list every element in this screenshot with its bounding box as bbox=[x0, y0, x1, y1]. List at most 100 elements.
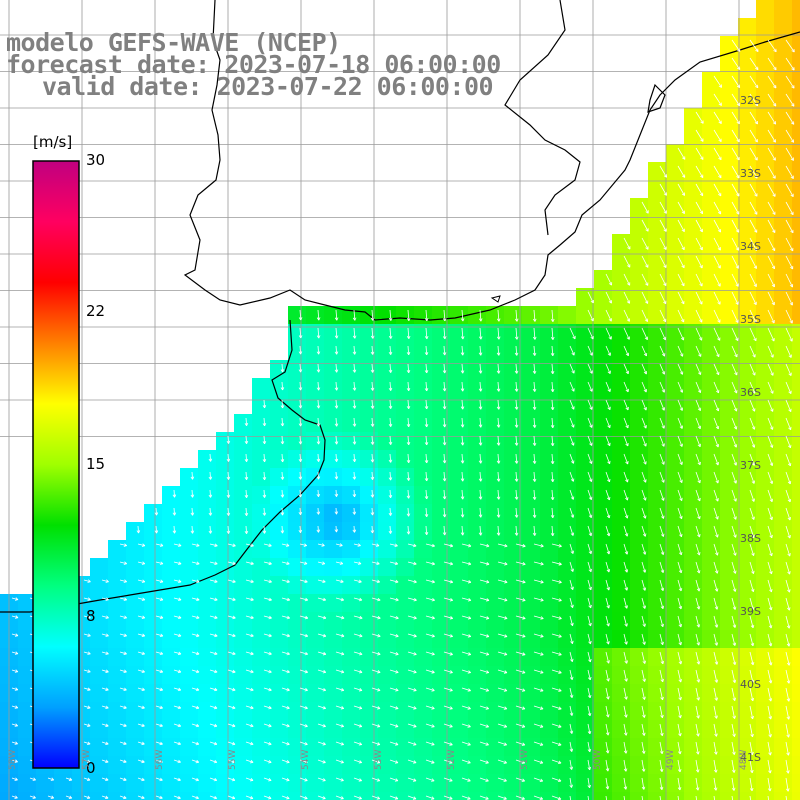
wind-arrow bbox=[371, 687, 381, 692]
wind-speed-cell bbox=[504, 792, 523, 800]
wind-speed-cell bbox=[594, 378, 613, 397]
wind-speed-cell bbox=[720, 630, 739, 649]
wind-speed-cell bbox=[792, 396, 800, 415]
wind-arrow bbox=[209, 615, 218, 620]
wind-arrow bbox=[335, 687, 345, 692]
wind-arrow bbox=[479, 543, 490, 548]
wind-arrow bbox=[406, 345, 411, 356]
wind-speed-cell bbox=[450, 684, 469, 703]
wind-arrow bbox=[677, 723, 682, 737]
wind-arrow bbox=[550, 363, 555, 375]
wind-arrow bbox=[281, 723, 290, 728]
wind-arrow bbox=[749, 615, 755, 629]
wind-arrow bbox=[713, 309, 721, 323]
wind-arrow bbox=[677, 381, 684, 393]
wind-speed-cell bbox=[486, 486, 505, 505]
wind-speed-cell bbox=[756, 792, 775, 800]
wind-speed-cell bbox=[666, 288, 685, 307]
lon-label-56W: 56W bbox=[155, 749, 165, 770]
wind-speed-cell bbox=[216, 540, 235, 559]
wind-speed-cell bbox=[576, 612, 595, 631]
wind-speed-cell bbox=[702, 432, 721, 451]
wind-speed-cell bbox=[684, 432, 703, 451]
wind-speed-cell bbox=[414, 612, 433, 631]
wind-arrow bbox=[227, 741, 236, 746]
wind-arrow bbox=[767, 183, 776, 197]
wind-speed-cell bbox=[594, 324, 613, 343]
wind-speed-cell bbox=[702, 756, 721, 775]
wind-speed-cell bbox=[270, 486, 289, 505]
wind-speed-cell bbox=[342, 432, 361, 451]
wind-speed-cell bbox=[234, 612, 253, 631]
wind-arrow bbox=[461, 723, 471, 728]
wind-speed-cell bbox=[450, 702, 469, 721]
wind-speed-cell bbox=[396, 306, 415, 325]
wind-arrow bbox=[443, 687, 453, 692]
wind-speed-cell bbox=[720, 180, 739, 199]
wind-arrow bbox=[695, 759, 700, 773]
wind-speed-cell bbox=[216, 486, 235, 505]
wind-speed-cell bbox=[198, 612, 217, 631]
wind-speed-cell bbox=[684, 126, 703, 145]
wind-arrow bbox=[641, 471, 647, 483]
wind-speed-cell bbox=[720, 666, 739, 685]
wind-arrow bbox=[119, 597, 127, 601]
wind-arrow bbox=[334, 417, 339, 427]
wind-speed-cell bbox=[738, 252, 757, 271]
wind-arrow bbox=[406, 453, 411, 464]
wind-speed-cell bbox=[486, 396, 505, 415]
colorbar-tick-0: 0 bbox=[86, 759, 96, 777]
wind-arrow bbox=[695, 381, 702, 393]
wind-speed-cell bbox=[702, 108, 721, 127]
wind-speed-cell bbox=[576, 630, 595, 649]
wind-arrow bbox=[209, 795, 218, 800]
wind-speed-cell bbox=[684, 450, 703, 469]
wind-arrow bbox=[280, 525, 285, 534]
wind-speed-cell bbox=[486, 504, 505, 523]
wind-arrow bbox=[551, 543, 562, 548]
wind-speed-cell bbox=[774, 270, 793, 289]
wind-arrow bbox=[731, 759, 736, 773]
wind-speed-cell bbox=[648, 756, 667, 775]
wind-speed-cell bbox=[612, 702, 631, 721]
wind-arrow bbox=[749, 39, 759, 53]
wind-speed-cell bbox=[306, 630, 325, 649]
wind-arrow bbox=[587, 525, 593, 537]
wind-speed-cell bbox=[540, 576, 559, 595]
wind-arrow bbox=[659, 597, 665, 610]
wind-arrow bbox=[370, 435, 375, 445]
wind-speed-cell bbox=[702, 450, 721, 469]
wind-arrow bbox=[785, 219, 794, 234]
wind-speed-cell bbox=[414, 684, 433, 703]
wind-arrow bbox=[550, 399, 555, 411]
wind-speed-cell bbox=[216, 522, 235, 541]
wind-arrow bbox=[461, 687, 471, 692]
wind-arrow bbox=[677, 201, 685, 214]
wind-speed-cell bbox=[270, 396, 289, 415]
wind-speed-cell bbox=[738, 414, 757, 433]
wind-speed-cell bbox=[324, 378, 343, 397]
wind-speed-cell bbox=[612, 648, 631, 667]
wind-arrow bbox=[785, 579, 791, 593]
wind-arrow bbox=[713, 723, 718, 737]
wind-arrow bbox=[785, 687, 791, 702]
wind-arrow bbox=[785, 327, 793, 342]
wind-arrow bbox=[605, 525, 611, 537]
wind-speed-cell bbox=[414, 342, 433, 361]
wind-arrow bbox=[677, 507, 683, 520]
wind-arrow bbox=[695, 489, 701, 502]
wind-speed-cell bbox=[450, 720, 469, 739]
wind-speed-cell bbox=[720, 594, 739, 613]
wind-speed-cell bbox=[522, 648, 541, 667]
wind-speed-cell bbox=[540, 540, 559, 559]
wind-arrow bbox=[406, 309, 411, 321]
wind-speed-cell bbox=[594, 684, 613, 703]
wind-arrow bbox=[299, 579, 308, 584]
map-title-model: modelo GEFS-WAVE (NCEP) bbox=[6, 28, 341, 57]
wind-speed-cell bbox=[522, 666, 541, 685]
wind-arrow bbox=[388, 345, 393, 355]
wind-speed-cell bbox=[684, 360, 703, 379]
wind-arrow bbox=[281, 759, 290, 764]
wind-speed-cell bbox=[648, 324, 667, 343]
